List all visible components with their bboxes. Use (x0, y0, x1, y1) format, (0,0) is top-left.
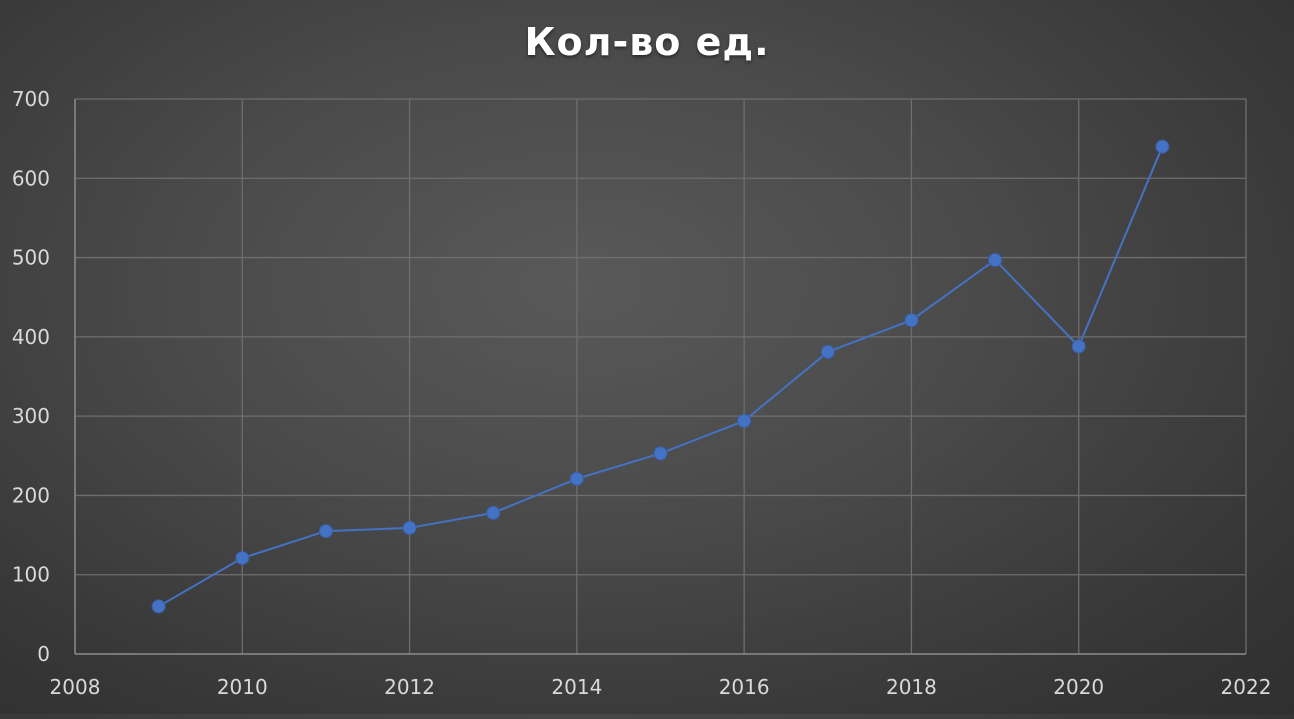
data-point (402, 520, 417, 535)
data-point (486, 505, 501, 520)
y-tick-label: 700 (12, 87, 50, 111)
series (151, 139, 1170, 614)
chart-title: Кол-во ед. (524, 20, 770, 64)
data-point (988, 252, 1003, 267)
data-point (737, 413, 752, 428)
x-tick-label: 2014 (551, 675, 602, 699)
x-tick-label: 2018 (886, 675, 937, 699)
y-tick-label: 300 (12, 404, 50, 428)
data-point (569, 471, 584, 486)
data-point (1155, 139, 1170, 154)
series-line (158, 146, 1164, 608)
tick-labels: 0 100 200 300 400 500 600 700 2008 2010 2012 2014 20… (12, 87, 1272, 699)
y-tick-label: 400 (12, 325, 50, 349)
x-tick-label: 2020 (1053, 675, 1104, 699)
gridlines (75, 98, 1247, 654)
data-point (151, 599, 166, 614)
y-tick-label: 600 (12, 166, 50, 190)
data-point (653, 446, 668, 461)
x-tick-label: 2012 (384, 675, 435, 699)
data-point (235, 551, 250, 566)
x-tick-label: 2016 (719, 675, 770, 699)
y-tick-label: 0 (37, 642, 50, 666)
data-point (820, 344, 835, 359)
y-tick-label: 500 (12, 246, 50, 270)
data-point (1071, 339, 1086, 354)
axes (74, 99, 1246, 655)
data-point (904, 313, 919, 328)
data-point (318, 524, 333, 539)
x-tick-label: 2008 (50, 675, 101, 699)
x-tick-label: 2022 (1221, 675, 1272, 699)
y-tick-label: 200 (12, 483, 50, 507)
y-tick-label: 100 (12, 563, 50, 587)
x-tick-label: 2010 (217, 675, 268, 699)
